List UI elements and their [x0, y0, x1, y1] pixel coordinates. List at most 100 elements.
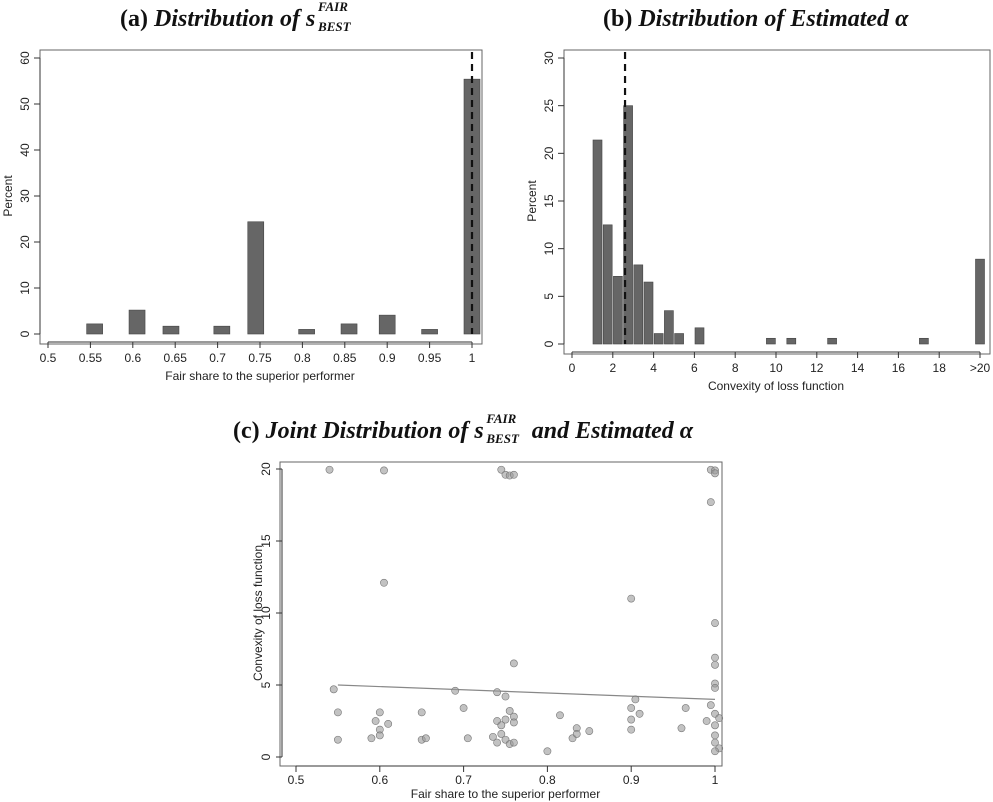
x-tick-label: 0.7	[209, 351, 226, 365]
histogram-bar	[213, 325, 231, 335]
x-tick-label: 0.7	[455, 773, 472, 787]
y-tick-label: 25	[542, 99, 556, 113]
scatter-point	[715, 714, 724, 723]
x-tick-label: 14	[851, 361, 865, 375]
histogram-bar	[664, 310, 674, 345]
x-tick-label: 0.8	[294, 351, 311, 365]
scatter-point	[463, 734, 472, 743]
x-tick-label: 10	[769, 361, 783, 375]
x-axis-label: Fair share to the superior performer	[165, 369, 354, 383]
x-tick-label: 0.55	[79, 351, 103, 365]
x-tick-label: 16	[892, 361, 906, 375]
scatter-point	[384, 719, 393, 728]
scatter-point	[711, 731, 719, 740]
scatter-point	[459, 704, 468, 712]
y-axis-label: Convexity of loss function	[251, 545, 265, 681]
histogram-bar	[421, 329, 438, 335]
scatter-point	[451, 686, 460, 695]
scatter-point	[380, 466, 388, 475]
x-tick-label: 0.6	[124, 351, 141, 365]
x-tick-label: 4	[650, 361, 657, 375]
scatter-point	[585, 727, 594, 735]
scatter-point	[677, 724, 686, 733]
x-tick-label: 0.9	[623, 773, 640, 787]
x-tick-label: 6	[691, 361, 698, 375]
scatter-point	[543, 747, 552, 756]
scatter-point	[711, 619, 719, 627]
scatter-group: 0 5 10 15 20 0.5 0.6 0.7 0.8 0.9 1 Fair share to th…	[251, 461, 724, 801]
x-tick-label: 12	[810, 361, 824, 375]
scatter-point	[493, 688, 502, 697]
scatter-point	[711, 653, 719, 662]
histogram-bar	[694, 327, 705, 345]
y-tick-label: 20	[18, 235, 32, 249]
scatter-point	[509, 738, 518, 747]
y-axis-label: Percent	[1, 175, 15, 217]
x-tick-label: 8	[732, 361, 739, 375]
x-tick-label: 0.65	[164, 351, 188, 365]
y-tick-label: 5	[259, 681, 273, 688]
x-tick-label: 0.8	[539, 773, 556, 787]
scatter-point	[711, 747, 719, 756]
scatter-point	[380, 578, 388, 587]
histogram-bar	[975, 258, 985, 345]
histogram-bar	[378, 314, 396, 335]
y-tick-label: 20	[542, 146, 556, 160]
x-tick-label: 0.85	[333, 351, 357, 365]
histogram-bar	[162, 325, 180, 335]
scatter-point	[333, 735, 342, 744]
y-tick-label: 30	[542, 51, 556, 65]
scatter-point	[572, 730, 581, 738]
x-axis-label: Convexity of loss function	[708, 379, 844, 393]
histogram-bar	[633, 264, 644, 345]
panel-c-title: (c) Joint Distribution of s FAIR BEST and …	[233, 411, 694, 446]
y-tick-label: 10	[542, 242, 556, 256]
y-tick-label: 0	[259, 753, 273, 760]
histogram-bar	[643, 281, 654, 345]
y-tick-label: 15	[259, 534, 273, 548]
scatter-point	[711, 660, 719, 669]
scatter-point	[333, 708, 342, 717]
scatter-point	[627, 704, 636, 712]
x-tick-label: 1	[469, 351, 476, 365]
histogram-bar	[919, 337, 929, 345]
fitted-line	[337, 684, 716, 700]
scatter-point	[421, 734, 430, 743]
scatter-point	[509, 470, 518, 479]
scatter-point	[493, 738, 502, 747]
plot-frame	[279, 461, 723, 767]
histogram-bar	[86, 323, 103, 335]
histogram-bar	[602, 224, 613, 345]
scatter-point	[711, 469, 719, 478]
scatter-point	[627, 725, 636, 734]
y-tick-label: 40	[18, 143, 32, 157]
histogram-bar	[786, 337, 797, 345]
scatter-point	[706, 701, 715, 710]
x-tick-label: 18	[933, 361, 947, 375]
histogram-bar	[827, 337, 837, 345]
scatter-point	[635, 709, 644, 718]
x-tick-label: 0.5	[288, 773, 305, 787]
scatter-point	[706, 498, 715, 507]
scatter-point	[375, 731, 384, 740]
scatter-point	[711, 683, 719, 692]
y-tick-label: 30	[18, 189, 32, 203]
scatter-point	[509, 718, 518, 727]
histogram-bar	[613, 276, 623, 345]
x-tick-label: 0.5	[40, 351, 57, 365]
scatter-point	[681, 704, 690, 712]
scatter-point	[417, 708, 426, 717]
y-tick-label: 15	[542, 194, 556, 208]
x-tick-label: 0	[569, 361, 576, 375]
scatter-point	[627, 594, 636, 603]
scatter-point	[627, 715, 636, 724]
panel-b-title: (b) Distribution of Estimated α	[603, 6, 909, 32]
y-tick-label: 5	[542, 293, 556, 300]
scatter-point	[497, 730, 506, 738]
histogram-bar	[340, 323, 358, 335]
histogram-bar	[592, 139, 603, 345]
histogram-bar	[247, 221, 265, 335]
scatter-point	[325, 465, 334, 474]
scatter-point	[702, 717, 711, 725]
